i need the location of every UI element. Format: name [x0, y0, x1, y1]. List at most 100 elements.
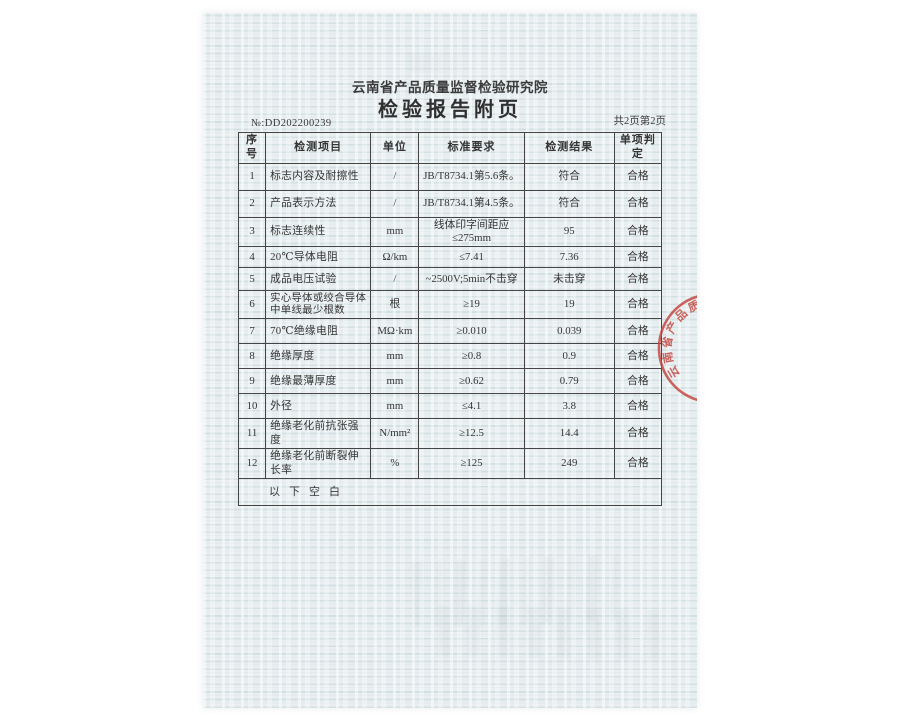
cell-item: 绝缘厚度: [265, 343, 372, 370]
cell-judgment: 合格: [613, 393, 663, 420]
cell-no: 11: [237, 418, 267, 450]
stamp-ring-text: 云南省产品质量监督检验研究院: [656, 289, 697, 389]
table-row: 3 标志连续性 mm 线体印字间距应≤275mm 95 合格: [237, 216, 663, 248]
organization-title: 云南省产品质量监督检验研究院: [352, 80, 548, 95]
cell-requirement: ≥0.62: [418, 368, 525, 395]
header-cell-requirement: 标准要求: [418, 132, 525, 164]
table-row: 4 20℃导体电阻 Ω/km ≤7.41 7.36 合格: [237, 246, 663, 269]
cell-requirement: ≥19: [418, 290, 525, 320]
table-row: 11 绝缘老化前抗张强度 N/mm² ≥12.5 14.4 合格: [237, 418, 663, 450]
cell-judgment: 合格: [613, 290, 663, 320]
cell-unit: /: [370, 267, 420, 292]
blank-below-note: 以下空白: [238, 478, 662, 507]
cell-no: 5: [237, 267, 267, 292]
cell-judgment: 合格: [613, 318, 663, 345]
cell-requirement: ≥12.5: [418, 418, 525, 450]
cell-no: 2: [237, 189, 267, 218]
table-row: 10 外径 mm ≤4.1 3.8 合格: [237, 393, 663, 420]
cell-judgment: 合格: [613, 216, 663, 248]
cell-result: 249: [523, 448, 615, 480]
page-indicator: 共2页第2页: [613, 116, 667, 127]
bleed-through-mark: [408, 53, 478, 73]
cell-requirement: ≤7.41: [418, 246, 525, 269]
cell-unit: Ω/km: [370, 246, 420, 269]
cell-requirement: JB/T8734.1第5.6条。: [418, 162, 525, 191]
cell-unit: %: [370, 448, 420, 480]
cell-requirement: ≥125: [418, 448, 525, 480]
cell-item: 70℃绝缘电阻: [265, 318, 372, 345]
cell-item: 绝缘最薄厚度: [265, 368, 372, 395]
header-cell-judgment: 单项判定: [613, 132, 663, 164]
cell-result: 19: [523, 290, 615, 320]
cell-result: 0.039: [523, 318, 615, 345]
cell-unit: mm: [370, 343, 420, 370]
cell-item: 20℃导体电阻: [265, 246, 372, 269]
cell-result: 未击穿: [523, 267, 615, 292]
document-title: 检验报告附页: [378, 99, 522, 121]
header-cell-item: 检测项目: [265, 132, 372, 164]
cell-item: 标志连续性: [265, 216, 372, 248]
table-row: 5 成品电压试验 / ~2500V;5min不击穿 未击穿 合格: [237, 267, 663, 292]
cell-unit: N/mm²: [370, 418, 420, 450]
cell-no: 7: [237, 318, 267, 345]
cell-unit: /: [370, 162, 420, 191]
cell-requirement: ≥0.8: [418, 343, 525, 370]
cell-item: 成品电压试验: [265, 267, 372, 292]
cell-judgment: 合格: [613, 246, 663, 269]
blank-below-row: 以下空白: [238, 478, 662, 507]
cell-judgment: 合格: [613, 448, 663, 480]
cell-item: 外径: [265, 393, 372, 420]
cell-item: 实心导体或绞合导体中单线最少根数: [265, 290, 372, 320]
cell-result: 0.9: [523, 343, 615, 370]
cell-requirement: JB/T8734.1第4.5条。: [418, 189, 525, 218]
cell-item: 绝缘老化前断裂伸长率: [265, 448, 372, 480]
cell-no: 10: [237, 393, 267, 420]
bleed-through-mark: [437, 605, 674, 661]
cell-result: 符合: [523, 162, 615, 191]
cell-result: 7.36: [523, 246, 615, 269]
cell-result: 0.79: [523, 368, 615, 395]
cell-item: 产品表示方法: [265, 189, 372, 218]
report-meta-row: №:DD202200239 共2页第2页: [238, 113, 666, 129]
table-row: 6 实心导体或绞合导体中单线最少根数 根 ≥19 19 合格: [237, 290, 663, 320]
cell-requirement: 线体印字间距应≤275mm: [418, 216, 525, 248]
cell-result: 14.4: [523, 418, 615, 450]
table-row: 9 绝缘最薄厚度 mm ≥0.62 0.79 合格: [237, 368, 663, 395]
cell-unit: 根: [370, 290, 420, 320]
cell-unit: mm: [370, 393, 420, 420]
cell-requirement: ≥0.010: [418, 318, 525, 345]
cell-unit: mm: [370, 216, 420, 248]
cell-judgment: 合格: [613, 368, 663, 395]
table-row: 1 标志内容及耐擦性 / JB/T8734.1第5.6条。 符合 合格: [237, 162, 663, 191]
report-number-label: №:: [251, 118, 265, 129]
cell-item: 绝缘老化前抗张强度: [265, 418, 372, 450]
cell-result: 3.8: [523, 393, 615, 420]
cell-judgment: 合格: [613, 418, 663, 450]
cell-judgment: 合格: [613, 162, 663, 191]
cell-result: 符合: [523, 189, 615, 218]
cell-no: 6: [237, 290, 267, 320]
cell-no: 12: [237, 448, 267, 480]
header-cell-no: 序号: [237, 132, 267, 164]
cell-requirement: ~2500V;5min不击穿: [418, 267, 525, 292]
cell-unit: mm: [370, 368, 420, 395]
cell-judgment: 合格: [613, 189, 663, 218]
cell-result: 95: [523, 216, 615, 248]
report-paper: 云南省产品质量监督检验研究院 检验报告附页 №:DD202200239 共2页第…: [203, 13, 697, 708]
table-row: 12 绝缘老化前断裂伸长率 % ≥125 249 合格: [237, 448, 663, 480]
report-number-value: DD202200239: [264, 118, 332, 129]
cell-no: 3: [237, 216, 267, 248]
header-cell-unit: 单位: [370, 132, 420, 164]
cell-no: 1: [237, 162, 267, 191]
cell-item: 标志内容及耐擦性: [265, 162, 372, 191]
table-row: 8 绝缘厚度 mm ≥0.8 0.9 合格: [237, 343, 663, 370]
cell-judgment: 合格: [613, 267, 663, 292]
cell-no: 4: [237, 246, 267, 269]
table-header-row: 序号 检测项目 单位 标准要求 检测结果 单项判定: [237, 132, 663, 164]
report-number: №:DD202200239: [251, 118, 332, 129]
results-table-body: 1 标志内容及耐擦性 / JB/T8734.1第5.6条。 符合 合格 2 产品…: [237, 162, 663, 507]
table-row: 2 产品表示方法 / JB/T8734.1第4.5条。 符合 合格: [237, 189, 663, 218]
cell-judgment: 合格: [613, 343, 663, 370]
bleed-through-mark: [411, 554, 625, 628]
